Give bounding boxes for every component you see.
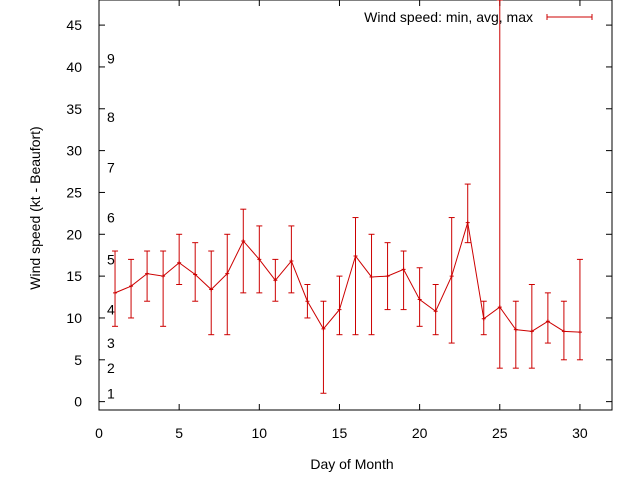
beaufort-label: 5 (107, 251, 115, 267)
y-tick-label: 40 (66, 59, 82, 75)
avg-point (257, 257, 262, 262)
avg-point (209, 287, 214, 292)
avg-point (497, 305, 502, 310)
beaufort-label: 8 (107, 109, 115, 125)
legend: Wind speed: min, avg, max (364, 9, 593, 25)
avg-point (433, 309, 438, 314)
error-bars (112, 0, 583, 394)
x-tick-label: 0 (95, 425, 103, 441)
avg-point (177, 260, 182, 265)
avg-point (161, 274, 166, 279)
avg-point (529, 329, 534, 334)
avg-point (321, 326, 326, 331)
y-tick-label: 0 (74, 394, 82, 410)
x-tick-label: 20 (412, 425, 428, 441)
avg-point (193, 272, 198, 277)
avg-point (401, 267, 406, 272)
beaufort-label: 9 (107, 51, 115, 67)
avg-point (481, 316, 486, 321)
x-tick-label: 5 (175, 425, 183, 441)
avg-point (465, 220, 470, 225)
beaufort-scale-labels: 1 2 3 4 5 6 7 8 9 (107, 51, 115, 402)
avg-point (417, 297, 422, 302)
avg-point (369, 274, 374, 279)
legend-label: Wind speed: min, avg, max (364, 9, 533, 25)
y-tick-label: 10 (66, 310, 82, 326)
beaufort-label: 4 (107, 302, 115, 318)
beaufort-label: 3 (107, 335, 115, 351)
y-tick-label: 35 (66, 101, 82, 117)
y-tick-label: 45 (66, 17, 82, 33)
data-points (113, 220, 582, 335)
avg-point (561, 329, 566, 334)
y-tick-label: 5 (74, 352, 82, 368)
avg-point (241, 238, 246, 243)
y-tick-label: 20 (66, 226, 82, 242)
avg-point (305, 299, 310, 304)
x-tick-label: 25 (492, 425, 508, 441)
avg-point (385, 274, 390, 279)
y-axis-label: Wind speed (kt - Beaufort) (27, 126, 43, 289)
beaufort-label: 6 (107, 210, 115, 226)
x-tick-label: 15 (332, 425, 348, 441)
avg-point (273, 278, 278, 283)
x-tick-label: 30 (572, 425, 588, 441)
avg-point (225, 271, 230, 276)
avg-point (545, 319, 550, 324)
beaufort-label: 1 (107, 385, 115, 401)
avg-point (577, 330, 582, 335)
x-axis: 0 5 10 15 20 25 30 (95, 0, 588, 441)
y-tick-label: 30 (66, 143, 82, 159)
plot-border (98, 0, 613, 411)
avg-point (145, 271, 150, 276)
x-tick-label: 10 (252, 425, 268, 441)
beaufort-label: 2 (107, 360, 115, 376)
y-tick-label: 25 (66, 184, 82, 200)
x-axis-label: Day of Month (310, 456, 393, 472)
avg-point (113, 290, 118, 295)
avg-point (449, 274, 454, 279)
avg-point (353, 254, 358, 259)
avg-point (289, 259, 294, 264)
average-line (114, 222, 580, 333)
avg-point (129, 284, 134, 289)
beaufort-label: 7 (107, 159, 115, 175)
avg-point (513, 327, 518, 332)
y-tick-label: 15 (66, 268, 82, 284)
avg-point (337, 307, 342, 312)
